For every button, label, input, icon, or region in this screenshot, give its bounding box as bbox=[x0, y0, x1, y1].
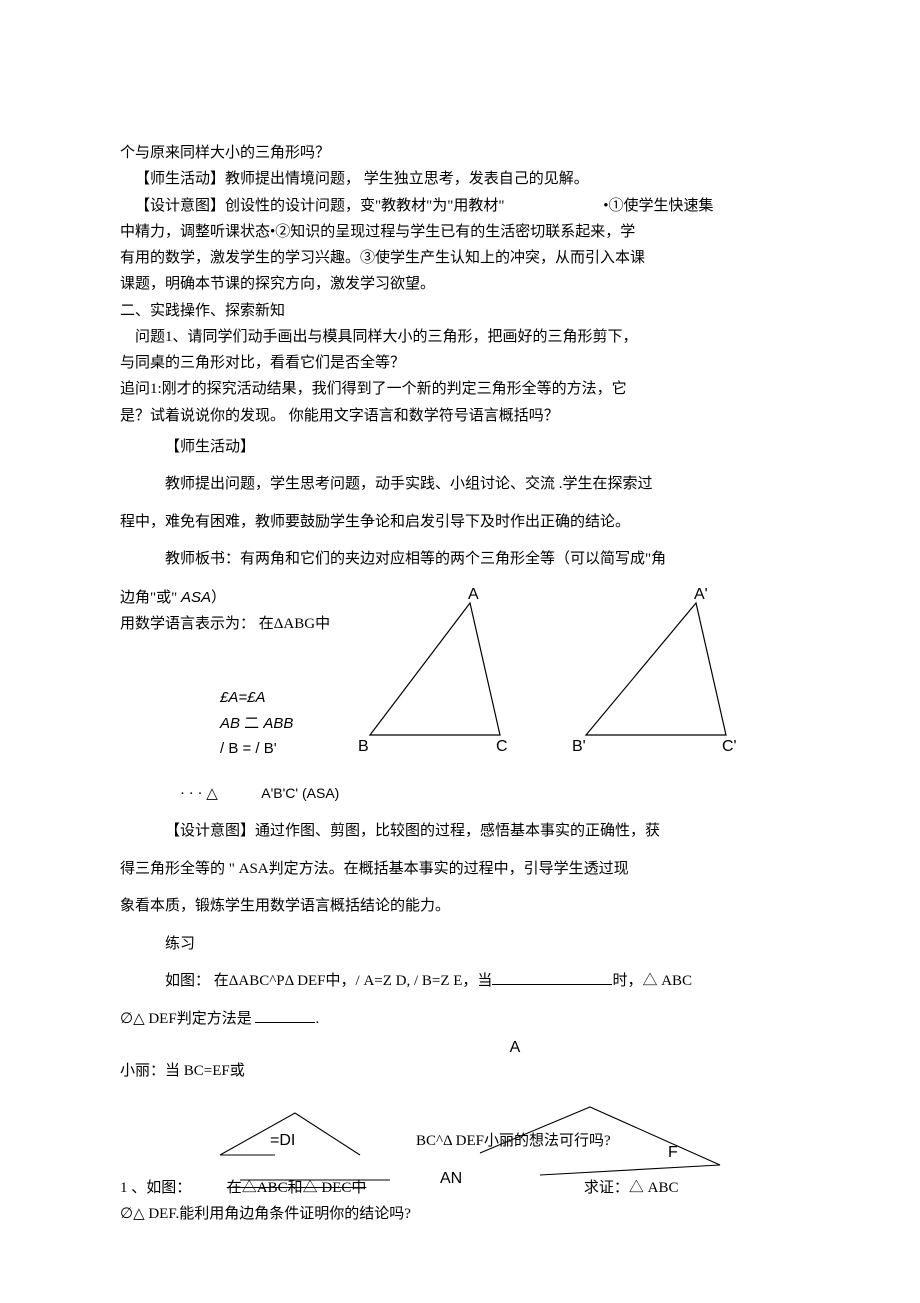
text-line: 中精力，调整听课状态•②知识的呈现过程与学生已有的生活密切联系起来，学 bbox=[120, 219, 800, 245]
math-line: / B = / B' bbox=[220, 736, 330, 762]
conclusion-line: · · · △ A'B'C' (ASA) bbox=[120, 776, 800, 814]
text-line: 问题1、请同学们动手画出与模具同样大小的三角形，把画好的三角形剪下， bbox=[120, 324, 800, 350]
text-span: ∅△ DEF判定方法是 bbox=[120, 1011, 252, 1027]
text-line: 课题，明确本节课的探究方向，激发学习欲望。 bbox=[120, 271, 800, 297]
math-conditions: £A=£A AB 二 ABB / B = / B' bbox=[120, 637, 330, 762]
exercise-text: 如图： 在ΔABC^PΔ DEF中，/ A=Z D, / B=Z E，当 时，△ … bbox=[120, 963, 800, 1001]
text-line: 有用的数学，激发学生的学习兴趣。③使学生产生认知上的冲突，从而引入本课 bbox=[120, 245, 800, 271]
svg-text: F bbox=[668, 1144, 678, 1161]
text-line: 追问1:刚才的探究活动结果，我们得到了一个新的判定三角形全等的方法，它 bbox=[120, 376, 800, 402]
label-a: A bbox=[468, 586, 479, 603]
text-span: 二 bbox=[240, 715, 263, 732]
text-line: 程中，难免有困难，教师要鼓励学生争论和启发引导下及时作出正确的结论。 bbox=[120, 504, 800, 542]
math-line: £A=£A bbox=[220, 685, 330, 711]
triangle-abc-prime: A' B' C' bbox=[566, 585, 756, 755]
text-line: 边角"或" ASA） bbox=[120, 585, 330, 611]
exercise-heading: 练习 bbox=[120, 926, 800, 964]
label-a-prime: A' bbox=[694, 586, 708, 603]
label-b: B bbox=[358, 738, 369, 755]
label-c: C bbox=[496, 738, 508, 755]
text-line: 得三角形全等的 " ASA判定方法。在概括基本事实的过程中，引导学生透过现 bbox=[120, 851, 800, 889]
text-span: 1 、如图： bbox=[120, 1180, 191, 1196]
text-line: 教师提出问题，学生思考问题，动手实践、小组讨论、交流 .学生在探索过 bbox=[120, 466, 800, 504]
svg-text: BC^Δ DEF小丽的想法可行吗? bbox=[416, 1132, 611, 1149]
text-span: · · · △ bbox=[180, 786, 218, 802]
triangle-abc: A B C bbox=[350, 585, 530, 755]
label-b-prime: B' bbox=[572, 738, 586, 755]
text-line: ∅△ DEF.能利用角边角条件证明你的结论吗? bbox=[120, 1201, 800, 1227]
math-line: AB 二 ABB bbox=[220, 711, 330, 737]
text-span: ASA bbox=[181, 589, 211, 606]
blank-fill bbox=[255, 1007, 315, 1023]
text-line: 【设计意图】通过作图、剪图，比较图的过程，感悟基本事实的正确性，获 bbox=[120, 813, 800, 851]
text-line: 【师生活动】教师提出情境问题， 学生独立思考，发表自己的见解。 bbox=[120, 166, 800, 192]
text-line: 【设计意图】创设性的设计问题，变"教教材"为"用教材" •①使学生快速集 bbox=[120, 193, 800, 219]
text-line: 教师板书：有两角和它们的夹边对应相等的两个三角形全等（可以简写成"角 bbox=[120, 541, 800, 579]
svg-text: =DI bbox=[270, 1132, 295, 1149]
text-line: 小丽：当 BC=EF或 bbox=[120, 1058, 800, 1084]
exercise-line: 1 、如图： 在△ABC和△ DEC中 求证：△ ABC bbox=[120, 1175, 800, 1201]
exercise-text: ∅△ DEF判定方法是 . bbox=[120, 1001, 800, 1039]
text-span: 【设计意图】创设性的设计问题，变"教教材"为"用教材" bbox=[135, 198, 505, 214]
math-figure-row: 边角"或" ASA） 用数学语言表示为： 在ΔABG中 £A=£A AB 二 A… bbox=[120, 585, 800, 762]
section-heading: 二、实践操作、探索新知 bbox=[120, 298, 800, 324]
text-span: . bbox=[315, 1011, 319, 1027]
text-span: 时，△ ABC bbox=[612, 973, 692, 989]
text-span: 边角"或" bbox=[120, 590, 181, 606]
text-span: •①使学生快速集 bbox=[588, 193, 713, 219]
text-span-strike: 在△ABC和△ DEC中 bbox=[227, 1180, 367, 1196]
text-heading: 【师生活动】 bbox=[120, 429, 800, 467]
text-span: ） bbox=[211, 590, 226, 606]
text-line: 与同桌的三角形对比，看看它们是否全等？ bbox=[120, 350, 800, 376]
blank-fill bbox=[492, 969, 612, 985]
text-line: 用数学语言表示为： 在ΔABG中 bbox=[120, 611, 330, 637]
text-line: 象看本质，锻炼学生用数学语言概括结论的能力。 bbox=[120, 888, 800, 926]
text-span: ABB bbox=[263, 715, 293, 732]
text-line: 是？试着说说你的发现。 你能用文字语言和数学符号语言概括吗？ bbox=[120, 403, 800, 429]
label-c-prime: C' bbox=[722, 738, 737, 755]
text-span: 求证：△ ABC bbox=[584, 1180, 679, 1196]
triangle-figures: A B C A' B' C' bbox=[350, 585, 756, 755]
text-span: 如图： 在ΔABC^PΔ DEF中，/ A=Z D, / B=Z E，当 bbox=[165, 973, 492, 989]
text-line: 个与原来同样大小的三角形吗？ bbox=[120, 140, 800, 166]
text-span: A'B'C' (ASA) bbox=[261, 785, 339, 801]
text-span: AB bbox=[220, 715, 240, 732]
